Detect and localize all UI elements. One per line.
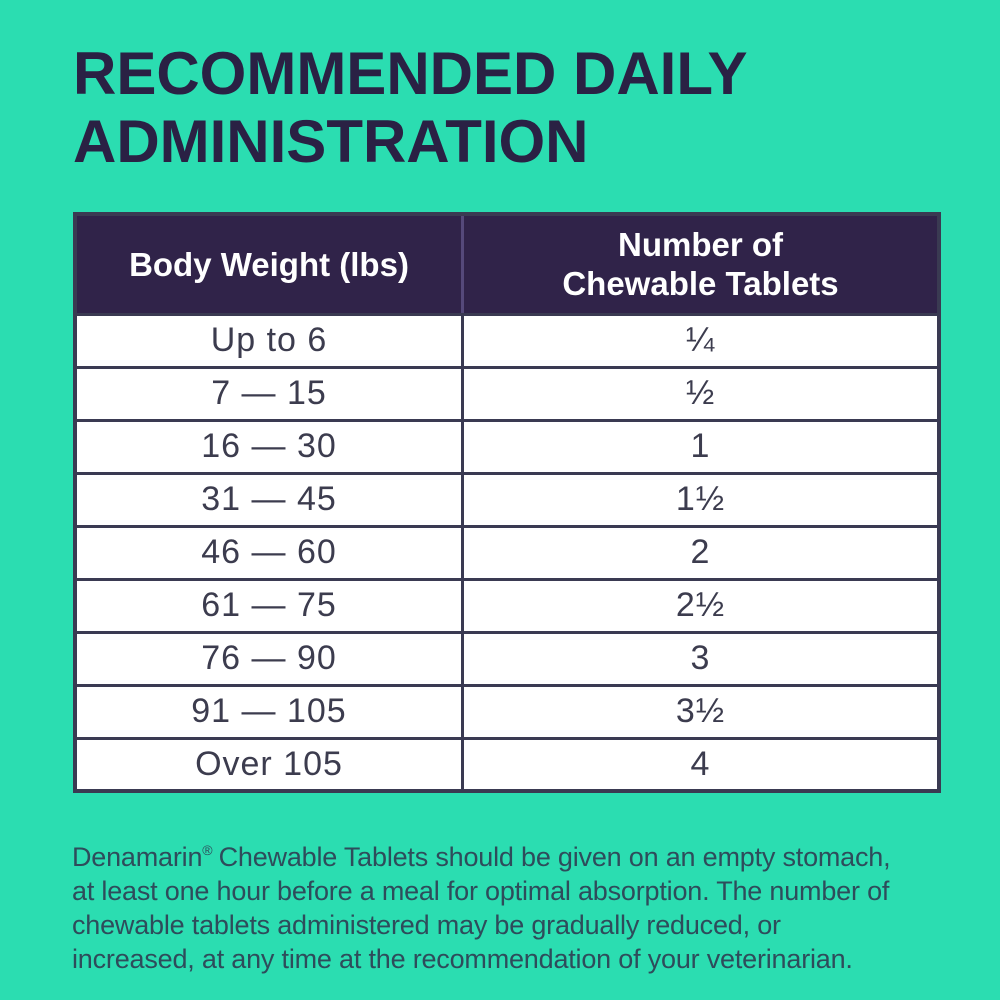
weight-cell: 7 — 15 <box>73 365 464 422</box>
tablets-cell: 3½ <box>461 683 941 740</box>
dosage-table-body: Up to 6 ¼ 7 — 15 ½ 16 — 30 1 31 — 45 1½ … <box>73 312 941 793</box>
weight-cell: 16 — 30 <box>73 418 464 475</box>
tablets-cell: ¼ <box>461 312 941 369</box>
registered-trademark: ® <box>202 842 213 858</box>
dosage-table-head: Body Weight (lbs) Number of Chewable Tab… <box>75 214 939 316</box>
table-row: 7 — 15 ½ <box>73 365 941 422</box>
tablets-cell: 1½ <box>461 471 941 528</box>
footnote: Denamarin® Chewable Tablets should be giv… <box>72 833 891 976</box>
table-row: Over 105 4 <box>73 736 941 793</box>
brand-name: Denamarin <box>72 842 203 872</box>
dosage-table: Body Weight (lbs) Number of Chewable Tab… <box>73 212 941 793</box>
weight-cell: 61 — 75 <box>73 577 464 634</box>
tablets-cell: 3 <box>461 630 941 687</box>
page-title: RECOMMENDED DAILY ADMINISTRATION <box>73 40 748 176</box>
header-body-weight-label: Body Weight (lbs) <box>129 245 409 283</box>
table-row: 76 — 90 3 <box>73 630 941 687</box>
table-row: 46 — 60 2 <box>73 524 941 581</box>
table-header-row: Body Weight (lbs) Number of Chewable Tab… <box>75 214 939 316</box>
tablets-cell: 1 <box>461 418 941 475</box>
weight-cell: 76 — 90 <box>73 630 464 687</box>
footnote-line-1-text: Chewable Tablets should be given on an e… <box>218 842 891 872</box>
footnote-line-1: Denamarin® Chewable Tablets should be giv… <box>72 833 891 874</box>
footnote-line-3: chewable tablets administered may be gra… <box>72 910 781 940</box>
footnote-line-2: at least one hour before a meal for opti… <box>72 876 890 906</box>
weight-cell: 91 — 105 <box>73 683 464 740</box>
table-row: 91 — 105 3½ <box>73 683 941 740</box>
weight-cell: 31 — 45 <box>73 471 464 528</box>
table-row: 16 — 30 1 <box>73 418 941 475</box>
tablets-cell: 2½ <box>461 577 941 634</box>
weight-cell: 46 — 60 <box>73 524 464 581</box>
weight-cell: Over 105 <box>73 736 464 793</box>
table-row: 31 — 45 1½ <box>73 471 941 528</box>
header-body-weight: Body Weight (lbs) <box>75 214 463 316</box>
header-tablets-line-1: Number of <box>618 226 783 264</box>
footnote-line-4: increased, at any time at the recommenda… <box>72 944 853 974</box>
tablets-cell: ½ <box>461 365 941 422</box>
table-row: Up to 6 ¼ <box>73 312 941 369</box>
title-line-1: RECOMMENDED DAILY <box>73 40 748 107</box>
weight-cell: Up to 6 <box>73 312 464 369</box>
tablets-cell: 2 <box>461 524 941 581</box>
header-chewable-tablets: Number of Chewable Tablets <box>461 214 939 316</box>
table-row: 61 — 75 2½ <box>73 577 941 634</box>
tablets-cell: 4 <box>461 736 941 793</box>
header-tablets-line-2: Chewable Tablets <box>562 265 839 303</box>
title-line-2: ADMINISTRATION <box>73 108 589 175</box>
